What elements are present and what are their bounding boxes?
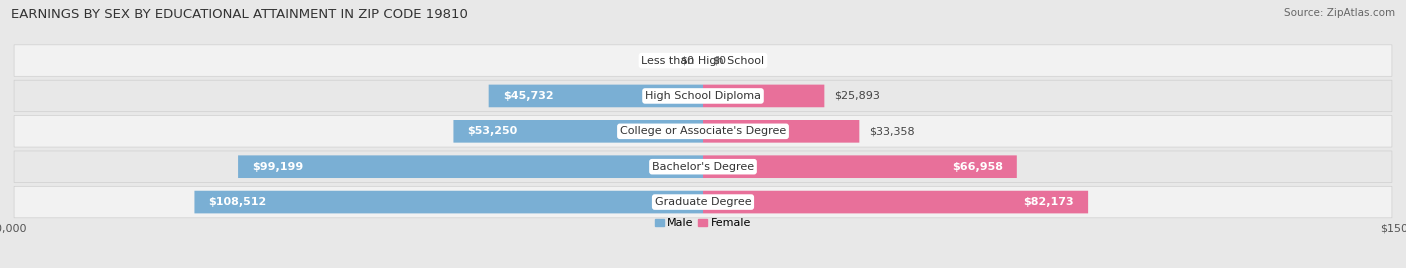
FancyBboxPatch shape: [453, 120, 703, 143]
FancyBboxPatch shape: [14, 151, 1392, 183]
FancyBboxPatch shape: [14, 45, 1392, 76]
FancyBboxPatch shape: [489, 85, 703, 107]
FancyBboxPatch shape: [238, 155, 703, 178]
FancyBboxPatch shape: [703, 85, 824, 107]
Text: Source: ZipAtlas.com: Source: ZipAtlas.com: [1284, 8, 1395, 18]
FancyBboxPatch shape: [14, 116, 1392, 147]
FancyBboxPatch shape: [703, 120, 859, 143]
Text: College or Associate's Degree: College or Associate's Degree: [620, 126, 786, 136]
FancyBboxPatch shape: [14, 116, 1392, 147]
Text: Bachelor's Degree: Bachelor's Degree: [652, 162, 754, 172]
Text: $0: $0: [713, 55, 727, 66]
FancyBboxPatch shape: [703, 191, 1088, 213]
FancyBboxPatch shape: [14, 151, 1392, 182]
FancyBboxPatch shape: [14, 45, 1392, 76]
FancyBboxPatch shape: [14, 186, 1392, 218]
Text: EARNINGS BY SEX BY EDUCATIONAL ATTAINMENT IN ZIP CODE 19810: EARNINGS BY SEX BY EDUCATIONAL ATTAINMEN…: [11, 8, 468, 21]
Text: $45,732: $45,732: [503, 91, 554, 101]
FancyBboxPatch shape: [703, 155, 1017, 178]
FancyBboxPatch shape: [14, 81, 1392, 111]
Legend: Male, Female: Male, Female: [655, 218, 751, 228]
Text: $82,173: $82,173: [1024, 197, 1074, 207]
Text: $0: $0: [679, 55, 693, 66]
Text: $53,250: $53,250: [467, 126, 517, 136]
Text: $66,958: $66,958: [952, 162, 1002, 172]
FancyBboxPatch shape: [194, 191, 703, 213]
Text: $99,199: $99,199: [252, 162, 304, 172]
Text: High School Diploma: High School Diploma: [645, 91, 761, 101]
Text: Less than High School: Less than High School: [641, 55, 765, 66]
FancyBboxPatch shape: [14, 187, 1392, 217]
FancyBboxPatch shape: [14, 80, 1392, 112]
Text: Graduate Degree: Graduate Degree: [655, 197, 751, 207]
Text: $108,512: $108,512: [208, 197, 267, 207]
Text: $33,358: $33,358: [869, 126, 914, 136]
Text: $25,893: $25,893: [834, 91, 880, 101]
